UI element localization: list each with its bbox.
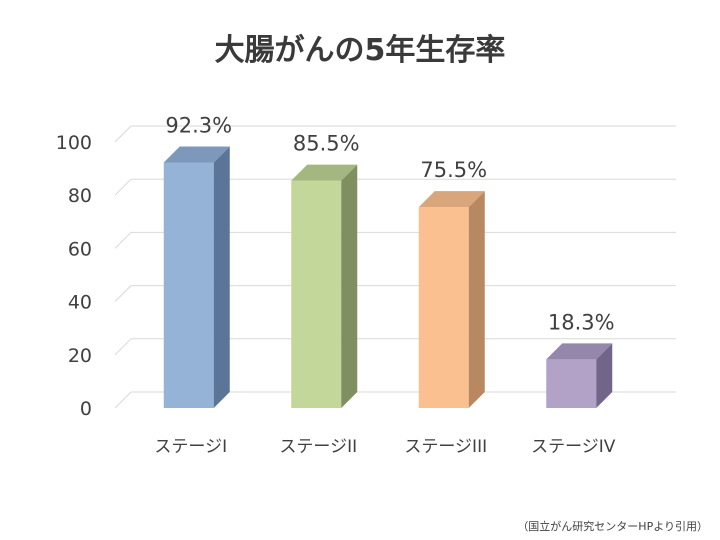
y-tick-label: 60	[68, 238, 92, 260]
x-category-label: ステージIII	[404, 437, 487, 457]
y-tick-label: 20	[68, 345, 92, 367]
x-category-label: ステージI	[154, 437, 227, 457]
source-note: （国立がん研究センターHPより引用）	[517, 519, 708, 533]
bar-side	[468, 191, 485, 408]
gridline-depth	[114, 391, 132, 409]
bar-2	[291, 164, 358, 408]
bar-front	[418, 207, 469, 408]
bar-side	[213, 146, 230, 408]
y-tick-label: 0	[80, 398, 92, 420]
gridline-depth	[114, 125, 132, 143]
bar-top	[418, 191, 485, 208]
bar-side	[596, 343, 613, 408]
data-label: 92.3%	[165, 113, 232, 137]
bar-front	[291, 180, 342, 408]
gridline-depth	[114, 285, 132, 302]
bar-side	[341, 164, 358, 408]
chart-title: 大腸がんの5年生存率	[215, 33, 506, 68]
gridline-depth	[114, 178, 132, 196]
bar-top	[546, 343, 613, 360]
bar-1	[163, 146, 230, 408]
x-category-label: ステージII	[279, 437, 357, 457]
x-axis-categories: ステージI ステージII ステージIII ステージIV	[154, 437, 615, 457]
bar-4	[546, 343, 613, 408]
y-tick-label: 80	[68, 185, 92, 207]
data-labels: 92.3% 85.5% 75.5% 18.3%	[165, 113, 614, 334]
bar-top	[291, 164, 358, 181]
gridline-depth	[114, 338, 132, 356]
y-axis: 0 20 40 60 80 100	[56, 132, 92, 420]
y-tick-label: 100	[56, 132, 92, 154]
data-label: 85.5%	[293, 132, 360, 156]
x-category-label: ステージIV	[531, 437, 616, 457]
bars	[163, 146, 613, 408]
data-label: 75.5%	[420, 158, 487, 182]
bar-top	[163, 146, 230, 163]
bar-3	[418, 191, 485, 408]
bar-front	[546, 359, 597, 408]
data-label: 18.3%	[548, 310, 615, 334]
y-tick-label: 40	[68, 292, 92, 314]
bar-front	[163, 162, 214, 408]
gridline-depth	[114, 232, 132, 249]
